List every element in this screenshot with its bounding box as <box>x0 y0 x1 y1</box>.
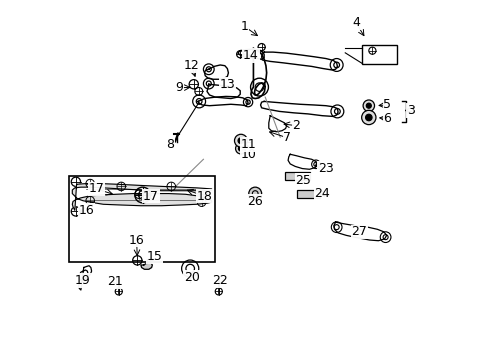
Text: 22: 22 <box>212 274 227 287</box>
Circle shape <box>238 138 244 144</box>
Text: 3: 3 <box>406 104 414 117</box>
Text: 21: 21 <box>107 275 123 288</box>
Text: 26: 26 <box>246 195 262 208</box>
Text: 16: 16 <box>128 234 144 247</box>
Text: 7: 7 <box>283 131 291 144</box>
Text: 16: 16 <box>79 204 94 217</box>
Circle shape <box>235 143 246 154</box>
Text: 20: 20 <box>183 271 199 284</box>
Bar <box>284 172 309 180</box>
Circle shape <box>365 114 371 121</box>
Text: 8: 8 <box>166 139 174 152</box>
Text: 24: 24 <box>314 187 329 200</box>
Text: 13: 13 <box>219 78 235 91</box>
Text: 1: 1 <box>240 20 248 33</box>
Polygon shape <box>198 96 247 106</box>
Text: 27: 27 <box>351 225 366 238</box>
Polygon shape <box>250 49 266 99</box>
Text: 17: 17 <box>88 183 104 195</box>
Circle shape <box>366 103 370 108</box>
Text: 19: 19 <box>75 274 91 287</box>
Polygon shape <box>206 84 240 99</box>
Text: 5: 5 <box>383 99 390 112</box>
Text: 4: 4 <box>351 16 359 29</box>
Text: 10: 10 <box>241 148 256 162</box>
Text: 18: 18 <box>196 190 212 203</box>
Text: 23: 23 <box>317 162 333 175</box>
Text: 14: 14 <box>243 49 258 62</box>
Text: 25: 25 <box>295 174 311 187</box>
Text: 9: 9 <box>175 81 183 94</box>
Circle shape <box>361 111 375 125</box>
Circle shape <box>248 187 261 200</box>
Polygon shape <box>141 263 152 269</box>
Circle shape <box>363 100 374 111</box>
Polygon shape <box>72 184 211 210</box>
Text: 11: 11 <box>241 138 256 151</box>
Text: 12: 12 <box>183 59 199 72</box>
Bar <box>297 190 320 198</box>
Polygon shape <box>287 154 316 169</box>
Bar <box>361 45 397 64</box>
Text: 2: 2 <box>292 119 300 132</box>
Polygon shape <box>260 102 337 116</box>
Polygon shape <box>261 52 337 70</box>
Polygon shape <box>78 266 91 290</box>
Text: 17: 17 <box>142 190 159 203</box>
Polygon shape <box>238 49 264 59</box>
Circle shape <box>234 134 247 147</box>
Polygon shape <box>268 116 286 132</box>
Text: 15: 15 <box>146 250 162 263</box>
Circle shape <box>238 146 243 151</box>
Polygon shape <box>333 222 386 241</box>
Bar <box>69 176 215 262</box>
Text: 6: 6 <box>383 112 390 125</box>
Polygon shape <box>204 65 228 79</box>
